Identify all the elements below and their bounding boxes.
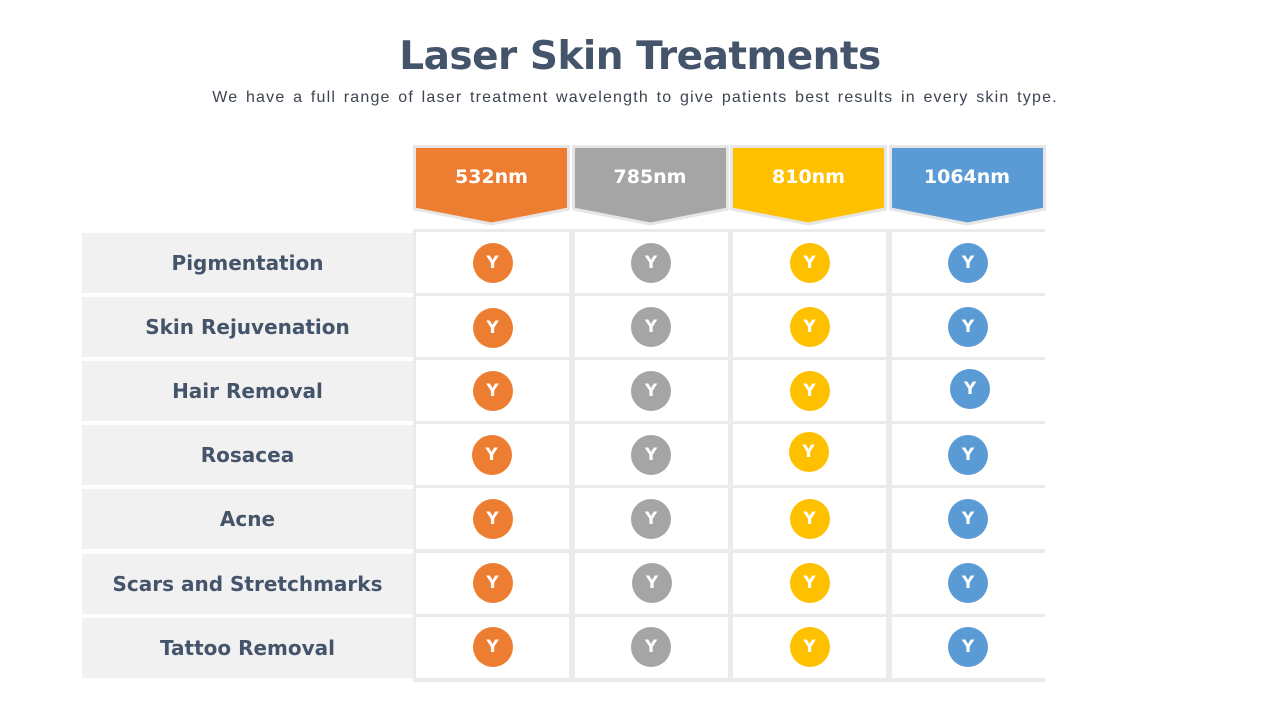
yes-badge: Y (789, 306, 830, 347)
yes-badge: Y (948, 306, 988, 347)
yes-badge: Y (948, 563, 988, 603)
table-cell: Y (574, 296, 728, 358)
table-cell: Y (733, 552, 886, 614)
column-header-3: 810nm (730, 145, 887, 227)
table-cell: Y (733, 232, 886, 293)
table-cell: Y (574, 552, 728, 614)
table-cell: Y (733, 488, 886, 550)
table-cell: Y (733, 616, 886, 678)
yes-badge: Y (788, 431, 829, 472)
table-cell: Y (416, 360, 569, 422)
column-header-2: 785nm (571, 145, 729, 227)
yes-badge: Y (789, 242, 830, 283)
yes-badge: Y (950, 368, 990, 409)
table-cell: Y (733, 296, 886, 358)
yes-badge: Y (472, 627, 513, 668)
table-cell: Y (416, 232, 569, 293)
wavelength-header-row: 532nm 785nm 810nm 1064nm (413, 145, 1046, 227)
treatment-name: Hair Removal (172, 379, 323, 404)
table-cell: Y (574, 424, 728, 486)
column-header-label: 532nm (455, 166, 528, 188)
treatment-row-label-box: Scars and Stretchmarks (82, 553, 413, 614)
column-header-label: 810nm (772, 166, 845, 188)
treatment-row-label-box: Hair Removal (82, 361, 413, 422)
column-header-banner (413, 145, 570, 226)
yes-badge: Y (631, 242, 671, 283)
yes-badge: Y (789, 370, 830, 411)
yes-badge: Y (632, 563, 672, 603)
column-header-label: 785nm (613, 166, 687, 188)
table-cell: Y (416, 424, 569, 486)
page-title: Laser Skin Treatments (399, 34, 881, 79)
yes-badge: Y (471, 434, 512, 475)
table-cell: Y (733, 424, 886, 486)
treatment-name: Tattoo Removal (159, 635, 336, 660)
treatment-row-label-box: Acne (82, 489, 413, 550)
column-header-label: 1064nm (923, 166, 1011, 188)
column-header-4: 1064nm (888, 145, 1046, 227)
table-cell: Y (891, 552, 1045, 614)
yes-badge: Y (948, 434, 988, 475)
table-cell: Y (733, 360, 886, 422)
yes-badge: Y (948, 242, 988, 283)
yes-badge: Y (472, 307, 513, 348)
yes-badge: Y (472, 563, 513, 603)
column-header-banner (571, 145, 729, 226)
treatment-name: Skin Rejuvenation (145, 315, 350, 340)
table-cell: Y (891, 424, 1045, 486)
treatment-name: Rosacea (200, 443, 295, 468)
table-cell: Y (416, 296, 569, 358)
yes-badge: Y (948, 627, 988, 668)
table-cell: Y (416, 488, 569, 550)
table-cell: Y (891, 296, 1045, 358)
yes-badge: Y (631, 370, 671, 411)
table-cell: Y (574, 616, 728, 678)
yes-badge: Y (631, 627, 671, 668)
table-cell: Y (574, 488, 728, 550)
table-cell: Y (416, 616, 569, 678)
yes-badge: Y (631, 434, 671, 475)
treatment-name: Scars and Stretchmarks (112, 571, 383, 596)
column-header-1: 532nm (413, 145, 570, 227)
treatment-row-label-box: Skin Rejuvenation (82, 297, 413, 358)
treatment-row-label-box: Rosacea (82, 425, 413, 486)
table-cell: Y (574, 232, 728, 293)
yes-badge: Y (948, 498, 988, 539)
page-subtitle: We have a full range of laser treatment … (212, 89, 1058, 106)
table-cell: Y (416, 552, 569, 614)
yes-badge: Y (789, 627, 830, 668)
yes-badge: Y (472, 498, 513, 539)
treatment-name: Pigmentation (171, 251, 324, 275)
column-header-banner (888, 145, 1046, 226)
table-cell: Y (891, 488, 1045, 550)
column-header-banner (730, 145, 887, 226)
treatment-row-label-box: Pigmentation (82, 233, 413, 293)
treatment-row-label-box: Tattoo Removal (82, 617, 413, 678)
yes-badge: Y (631, 306, 671, 347)
yes-badge: Y (472, 242, 513, 283)
yes-badge: Y (631, 498, 671, 539)
table-cell: Y (891, 616, 1045, 678)
yes-badge: Y (789, 498, 830, 539)
treatment-name: Acne (219, 507, 276, 532)
yes-badge: Y (472, 370, 513, 411)
yes-badge: Y (789, 563, 830, 603)
table-cell: Y (574, 360, 728, 422)
table-cell: Y (891, 232, 1045, 293)
table-cell: Y (891, 360, 1045, 422)
